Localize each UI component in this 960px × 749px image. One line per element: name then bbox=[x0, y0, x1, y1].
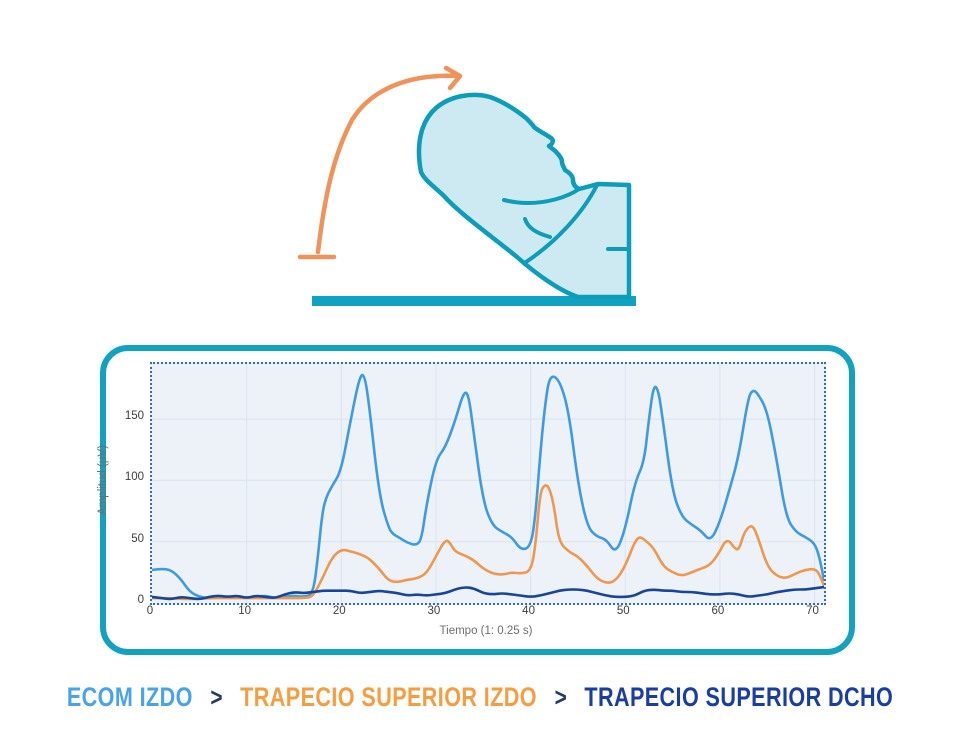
series-line-ecom-izdo bbox=[152, 373, 824, 599]
legend-item-trapecio-superior-izdo: TRAPECIO SUPERIOR IZDO bbox=[240, 682, 538, 712]
shoulder-line bbox=[524, 183, 599, 264]
chevron-separator-icon: > bbox=[210, 682, 223, 712]
series-line-trapecio-superior-dcho bbox=[152, 585, 824, 601]
comparison-legend: ECOM IZDO > TRAPECIO SUPERIOR IZDO > TRA… bbox=[67, 682, 893, 713]
y-tick-label: 150 bbox=[124, 410, 144, 423]
surface-line bbox=[312, 296, 636, 306]
emg-plot-area[interactable] bbox=[150, 362, 826, 605]
x-tick-label: 60 bbox=[711, 605, 725, 617]
y-tick-label: 0 bbox=[137, 594, 144, 606]
neck-extension-illustration bbox=[297, 65, 636, 306]
head-silhouette bbox=[416, 92, 632, 300]
plot-svg bbox=[152, 364, 824, 603]
x-tick-label: 30 bbox=[427, 605, 441, 617]
motion-arrow-head bbox=[443, 65, 463, 91]
y-tick-label: 100 bbox=[124, 471, 144, 484]
x-axis-title: Tiempo (1: 0.25 s) bbox=[439, 625, 533, 637]
x-tick-label: 10 bbox=[238, 605, 252, 617]
x-tick-label: 50 bbox=[616, 605, 630, 617]
legend-item-trapecio-superior-dcho: TRAPECIO SUPERIOR DCHO bbox=[584, 682, 894, 712]
jaw-line bbox=[502, 187, 581, 206]
x-tick-label: 20 bbox=[332, 605, 346, 617]
motion-arrow bbox=[315, 73, 461, 255]
chevron-separator-icon: > bbox=[554, 682, 567, 712]
x-tick-label: 40 bbox=[522, 605, 535, 617]
series-line-trapecio-superior-izdo bbox=[152, 484, 824, 601]
x-tick-label: 70 bbox=[806, 605, 819, 617]
y-tick-label: 50 bbox=[131, 532, 144, 545]
x-tick-label: 0 bbox=[146, 605, 154, 617]
emg-chart-panel: Amplitud (µV) Tiempo (1: 0.25 s) 0 10 20 30… bbox=[97, 345, 855, 655]
y-axis-title: Amplitud (µV) bbox=[97, 445, 109, 515]
throat-crease-line bbox=[523, 217, 552, 239]
legend-item-ecom-izdo: ECOM IZDO bbox=[66, 682, 193, 712]
